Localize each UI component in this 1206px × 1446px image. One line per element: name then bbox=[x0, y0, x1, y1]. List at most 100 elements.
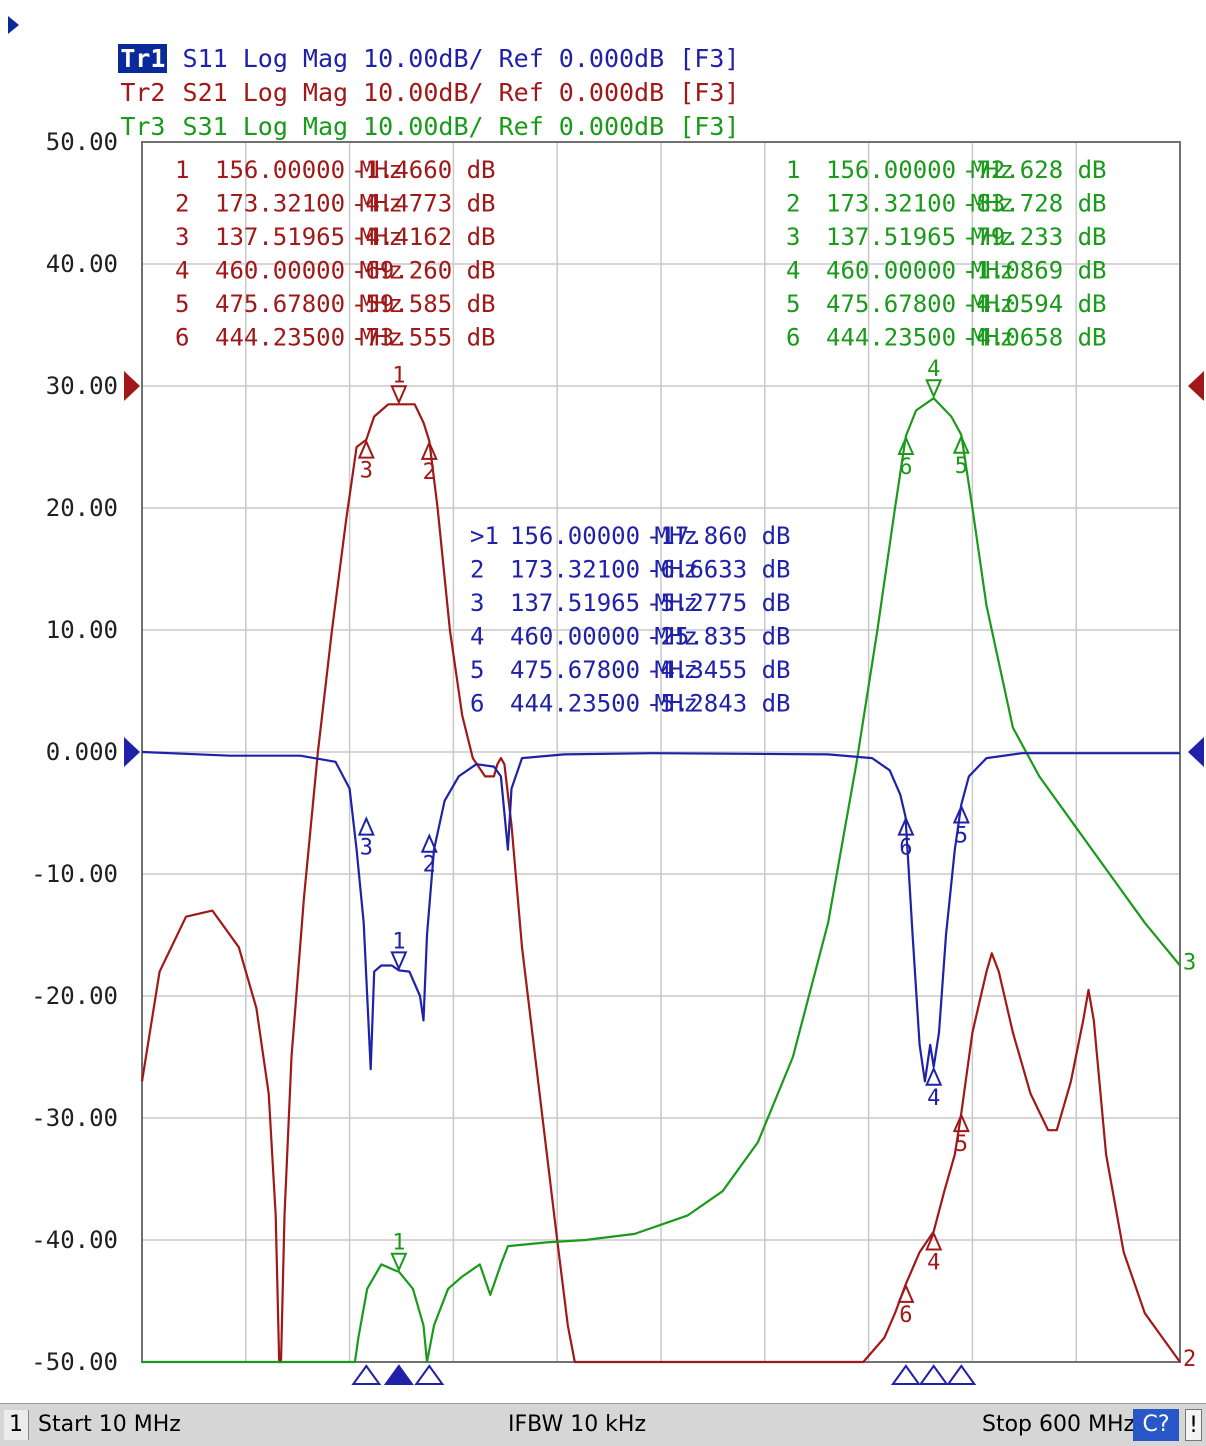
marker-frequency: 137.51965 MHz bbox=[826, 223, 1014, 251]
trace-line-3[interactable]: Tr3 S31 Log Mag 10.00dB/ Ref 0.000dB [F3… bbox=[28, 76, 739, 141]
marker-frequency: 156.00000 MHz bbox=[826, 156, 1014, 184]
ref-level-marker-left[interactable] bbox=[124, 371, 140, 401]
marker-value: -4.4162 dB bbox=[351, 223, 496, 251]
marker-value: -4.3455 dB bbox=[646, 656, 791, 684]
marker-number: 6 bbox=[470, 690, 484, 718]
stimulus-marker[interactable] bbox=[383, 1364, 414, 1385]
stop-frequency[interactable]: Stop 600 MHz bbox=[982, 1412, 1136, 1437]
marker-number: 2 bbox=[175, 190, 189, 218]
marker-triangle[interactable] bbox=[952, 434, 970, 454]
marker-frequency: 444.23500 MHz bbox=[826, 324, 1014, 352]
marker-triangle[interactable] bbox=[952, 803, 970, 824]
marker-value: -4.4773 dB bbox=[351, 190, 496, 218]
stimulus-marker[interactable] bbox=[351, 1364, 382, 1385]
y-tick-label: -10.00 bbox=[31, 860, 118, 888]
marker-number: 4 bbox=[470, 623, 484, 651]
marker-frequency: 173.32100 MHz bbox=[826, 190, 1014, 218]
trace-end-label: 3 bbox=[1183, 951, 1196, 976]
marker-number: 5 bbox=[786, 290, 800, 318]
ref-level-marker-right[interactable] bbox=[1188, 737, 1204, 767]
marker-frequency: 137.51965 MHz bbox=[510, 589, 698, 617]
marker-frequency: 475.67800 MHz bbox=[510, 656, 698, 684]
marker-triangle[interactable] bbox=[357, 439, 375, 459]
trace-name[interactable]: Tr2 bbox=[120, 78, 166, 107]
channel-indicator[interactable]: 1 bbox=[4, 1410, 29, 1440]
trace-s31[interactable] bbox=[142, 397, 1181, 1364]
trace-settings: S31 Log Mag 10.00dB/ Ref 0.000dB [F3] bbox=[167, 112, 740, 141]
marker-triangle[interactable] bbox=[925, 1066, 943, 1086]
trace-header: Tr1 S11 Log Mag 10.00dB/ Ref 0.000dB [F3… bbox=[0, 0, 1206, 141]
marker-triangle[interactable] bbox=[420, 440, 438, 460]
marker-label: 6 bbox=[899, 455, 912, 480]
marker-label: 3 bbox=[360, 459, 373, 484]
start-frequency[interactable]: Start 10 MHz bbox=[38, 1412, 181, 1437]
ifbw-setting[interactable]: IFBW 10 kHz bbox=[508, 1412, 647, 1437]
marker-frequency: 173.32100 MHz bbox=[510, 556, 698, 584]
marker-triangle[interactable] bbox=[390, 1252, 408, 1273]
marker-number: 6 bbox=[786, 324, 800, 352]
y-tick-label: 20.00 bbox=[46, 494, 118, 522]
marker-triangle[interactable] bbox=[952, 1112, 970, 1133]
marker-frequency: 460.00000 MHz bbox=[215, 257, 403, 285]
trace-name[interactable]: Tr3 bbox=[120, 112, 166, 141]
trace-s21[interactable] bbox=[140, 403, 1181, 1364]
marker-frequency: 460.00000 MHz bbox=[826, 257, 1014, 285]
y-tick-label: 30.00 bbox=[46, 372, 118, 400]
marker-frequency: 475.67800 MHz bbox=[215, 290, 403, 318]
marker-triangle[interactable] bbox=[925, 379, 943, 399]
trace-line-2[interactable]: Tr2 S21 Log Mag 10.00dB/ Ref 0.000dB [F3… bbox=[28, 42, 739, 107]
marker-table-s21: 1 156.00000 MHz-1.4660 dB2 173.32100 MHz-4… bbox=[175, 156, 496, 352]
marker-value: -4.0594 dB bbox=[962, 290, 1107, 318]
marker-frequency: 444.23500 MHz bbox=[215, 324, 403, 352]
y-tick-label: -20.00 bbox=[31, 982, 118, 1010]
marker-label: 4 bbox=[927, 357, 940, 382]
trace-settings: S11 Log Mag 10.00dB/ Ref 0.000dB [F3] bbox=[167, 44, 740, 73]
marker-number: 6 bbox=[175, 324, 189, 352]
marker-number: 5 bbox=[175, 290, 189, 318]
marker-value: -5.2775 dB bbox=[646, 589, 791, 617]
trace-line-1[interactable]: Tr1 S11 Log Mag 10.00dB/ Ref 0.000dB [F3… bbox=[28, 8, 739, 73]
marker-label: 6 bbox=[899, 836, 912, 861]
calibration-status[interactable]: C? bbox=[1133, 1409, 1179, 1441]
marker-frequency: 156.00000 MHz bbox=[215, 156, 403, 184]
marker-triangle[interactable] bbox=[390, 385, 408, 405]
marker-value: -25.835 dB bbox=[646, 623, 791, 651]
stimulus-marker[interactable] bbox=[918, 1364, 949, 1385]
marker-number: 3 bbox=[470, 589, 484, 617]
marker-table-s31: 1 156.00000 MHz-72.628 dB 2 173.32100 MHz-8… bbox=[786, 156, 1107, 352]
marker-label: 4 bbox=[927, 1250, 940, 1275]
marker-triangle[interactable] bbox=[925, 1230, 943, 1251]
marker-frequency: 156.00000 MHz bbox=[510, 522, 698, 550]
trace-s11[interactable] bbox=[141, 750, 1180, 1083]
status-bar: 1 Start 10 MHz IFBW 10 kHz Stop 600 MHz … bbox=[0, 1403, 1206, 1446]
marker-number: 1 bbox=[786, 156, 800, 184]
measurement-chart[interactable]: 50.00 40.00 30.00 20.00 10.00 0.000 -10.00 -20.… bbox=[0, 120, 1206, 1403]
marker-triangle[interactable] bbox=[390, 951, 408, 971]
marker-value: -1.4660 dB bbox=[351, 156, 496, 184]
ref-level-marker-right[interactable] bbox=[1188, 371, 1204, 401]
warning-indicator[interactable]: ! bbox=[1185, 1409, 1202, 1441]
marker-number: 2 bbox=[470, 556, 484, 584]
marker-label: 5 bbox=[955, 1132, 968, 1157]
stimulus-marker[interactable] bbox=[946, 1364, 977, 1385]
marker-triangle[interactable] bbox=[897, 1283, 915, 1303]
marker-triangle[interactable] bbox=[897, 435, 915, 456]
trace-name[interactable]: Tr1 bbox=[118, 44, 168, 73]
marker-value: -83.728 dB bbox=[962, 190, 1107, 218]
ref-level-marker-left[interactable] bbox=[124, 737, 140, 767]
marker-number: >1 bbox=[470, 522, 499, 550]
marker-triangle[interactable] bbox=[420, 833, 438, 853]
marker-frequency: 137.51965 MHz bbox=[215, 223, 403, 251]
y-tick-label: 0.000 bbox=[46, 738, 118, 766]
marker-triangle[interactable] bbox=[897, 816, 915, 836]
marker-triangle[interactable] bbox=[357, 816, 375, 836]
stimulus-marker[interactable] bbox=[890, 1364, 921, 1385]
y-tick-label: 10.00 bbox=[46, 616, 118, 644]
marker-label: 4 bbox=[927, 1086, 940, 1111]
marker-value: -72.628 dB bbox=[962, 156, 1107, 184]
trace-settings: S21 Log Mag 10.00dB/ Ref 0.000dB [F3] bbox=[167, 78, 740, 107]
stimulus-marker[interactable] bbox=[414, 1364, 445, 1385]
marker-frequency: 173.32100 MHz bbox=[215, 190, 403, 218]
marker-value: -73.555 dB bbox=[351, 324, 496, 352]
